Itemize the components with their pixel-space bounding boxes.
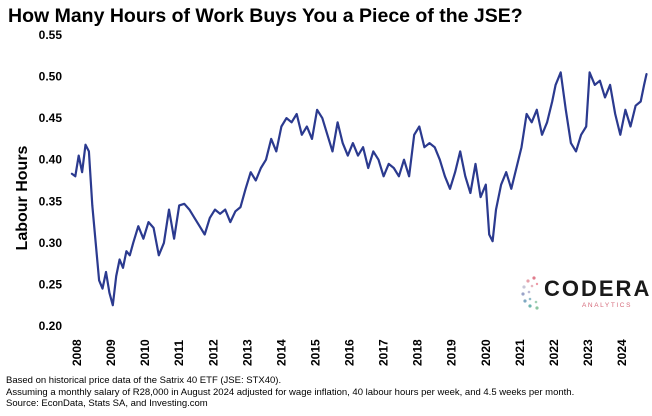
logo-name: CODERA [544,276,652,301]
chart-title: How Many Hours of Work Buys You a Piece … [8,5,523,27]
y-tick-label: 0.50 [39,70,63,84]
y-tick-label: 0.40 [39,153,63,167]
y-tick-label: 0.55 [39,28,63,42]
x-tick-label: 2022 [547,339,561,366]
x-tick-label: 2023 [581,339,595,366]
codera-logo: CODERA ANALYTICS [520,268,649,318]
y-tick-label: 0.35 [39,194,63,208]
x-tick-label: 2024 [615,339,629,366]
y-tick-label: 0.25 [39,277,63,291]
y-axis-ticks: 0.20 0.25 0.30 0.35 0.40 0.45 0.50 0.55 [39,28,63,333]
footnote-line: Based on historical price data of the Sa… [6,375,282,386]
x-tick-label: 2020 [479,339,493,366]
x-tick-label: 2011 [172,340,186,366]
y-tick-label: 0.45 [39,111,63,125]
x-tick-label: 2016 [343,339,357,366]
y-tick-label: 0.30 [39,236,63,250]
x-tick-label: 2014 [274,339,288,366]
x-tick-label: 2017 [377,339,391,366]
footnotes: Based on historical price data of the Sa… [6,375,574,410]
x-tick-label: 2019 [445,339,459,366]
logo-subtitle: ANALYTICS [582,302,633,309]
x-tick-label: 2009 [104,339,118,366]
x-tick-label: 2018 [411,339,425,366]
series-layer [70,71,648,307]
series-line [70,71,648,307]
x-tick-label: 2010 [138,339,152,366]
logo-dots-icon [521,276,539,310]
footnote-line: Source: EconData, Stats SA, and Investin… [6,398,208,410]
x-axis-ticks: 2008 2009 2010 2011 2012 2013 2014 2015 2016 2017… [70,339,629,366]
y-tick-label: 0.20 [39,319,63,333]
footnote-line: Assuming a monthly salary of R28,000 in … [6,386,575,398]
x-tick-label: 2008 [70,339,84,366]
x-tick-label: 2021 [513,339,527,366]
x-tick-label: 2013 [240,339,254,366]
x-tick-label: 2012 [206,339,220,366]
x-tick-label: 2015 [308,339,322,366]
